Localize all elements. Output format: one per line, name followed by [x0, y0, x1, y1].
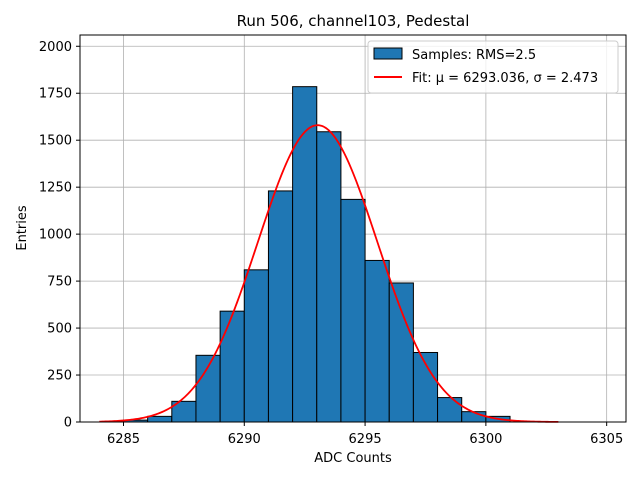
- y-tick-label: 1250: [39, 181, 72, 196]
- x-tick-label: 6285: [107, 432, 140, 447]
- legend: Samples: RMS=2.5 Fit: μ = 6293.036, σ = …: [367, 40, 619, 94]
- y-tick-label: 500: [47, 322, 72, 337]
- x-tick-label: 6290: [228, 432, 261, 447]
- x-tick-label: 6305: [590, 432, 623, 447]
- histogram-bar: [292, 86, 318, 423]
- y-tick-label: 1750: [39, 87, 72, 102]
- gaussian-fit-curve: [99, 124, 559, 423]
- legend-swatch-histogram: [373, 47, 403, 60]
- chart-title: Run 506, channel103, Pedestal: [237, 12, 470, 30]
- x-tick-label: 6300: [469, 432, 502, 447]
- histogram-bar: [267, 190, 294, 423]
- y-tick-label: 1500: [39, 134, 72, 149]
- legend-box: [367, 40, 619, 94]
- histogram-bar: [243, 269, 269, 423]
- y-tick-label: 250: [47, 369, 72, 384]
- y-axis: 0 250 500 750 1000 1250 1500 1750 2000: [39, 40, 80, 431]
- histogram-bar: [388, 282, 414, 423]
- y-tick-label: 750: [47, 275, 72, 290]
- fit-curve-layer: [99, 124, 559, 423]
- histogram-bar: [316, 131, 342, 423]
- legend-label-histogram: Samples: RMS=2.5: [412, 48, 536, 63]
- y-tick-label: 1000: [39, 228, 72, 243]
- histogram-bar: [219, 310, 245, 423]
- y-axis-title: Entries: [15, 205, 30, 251]
- y-tick-label: 2000: [39, 40, 72, 55]
- histogram-bar: [437, 397, 463, 423]
- histogram-bar: [147, 415, 173, 423]
- histogram-bar: [364, 259, 390, 423]
- x-axis: 6285 6290 6295 6300 6305: [107, 422, 623, 447]
- legend-label-fit: Fit: μ = 6293.036, σ = 2.473: [412, 71, 598, 86]
- plot-frame: [79, 34, 627, 423]
- x-axis-title: ADC Counts: [314, 451, 392, 466]
- y-tick-label: 0: [64, 416, 72, 431]
- x-tick-label: 6295: [349, 432, 382, 447]
- histogram-bar: [340, 198, 366, 423]
